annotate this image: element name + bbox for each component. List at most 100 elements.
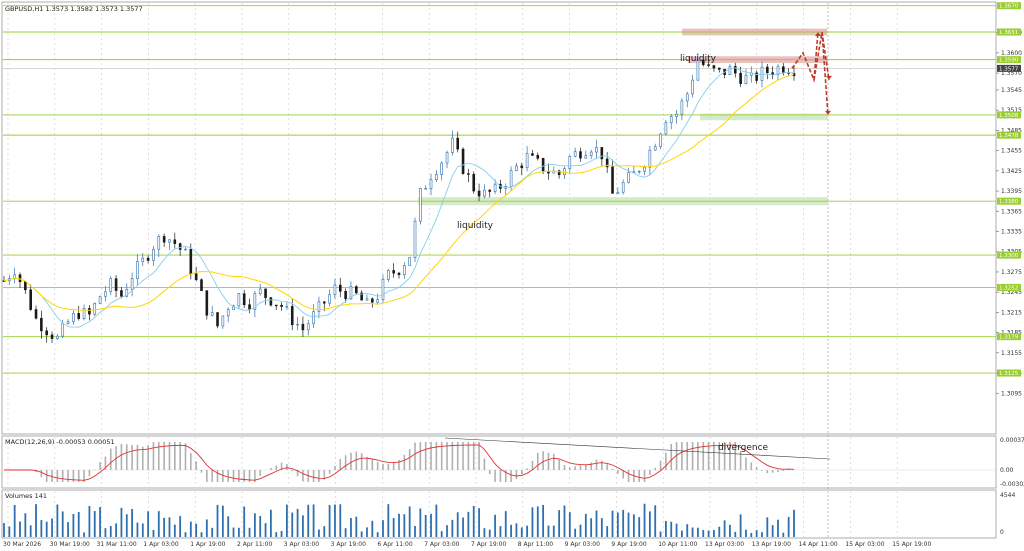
macd-bar <box>83 470 85 482</box>
candle-body <box>520 165 524 169</box>
time-tick-label: 7 Apr 19:00 <box>471 541 506 548</box>
macd-bar <box>243 470 246 482</box>
volume-bar <box>536 506 539 537</box>
macd-bar <box>56 470 59 482</box>
volume-bar <box>686 524 689 537</box>
volume-bar <box>664 520 667 537</box>
level-tag <box>997 369 1021 377</box>
candle-body <box>269 297 273 306</box>
volume-bar <box>627 512 630 537</box>
time-tick-label: 3 Apr 19:00 <box>331 541 366 548</box>
candle-body <box>152 248 155 261</box>
volume-bar <box>595 510 598 537</box>
volume-bar <box>259 515 262 537</box>
macd-bar <box>216 470 219 482</box>
macd-bar <box>462 442 464 470</box>
candle-body <box>440 162 444 175</box>
price-tick-label: 1.3155 <box>1001 350 1022 357</box>
candle-body <box>717 67 721 70</box>
volume-bars <box>3 503 795 537</box>
volume-tick-label: 0 <box>1000 529 1004 536</box>
macd-bar <box>344 455 347 470</box>
macd-bar <box>547 452 550 470</box>
volume-bar <box>600 518 603 537</box>
volume-bar <box>302 515 304 537</box>
level-tag-label: 1.3380 <box>999 199 1019 205</box>
macd-bar <box>339 458 342 470</box>
candle-body <box>664 122 668 135</box>
price-tick-label: 1.3275 <box>1001 269 1022 276</box>
macd-bar <box>750 462 753 470</box>
candle-body <box>381 279 385 300</box>
time-tick-label: 7 Apr 03:00 <box>424 541 459 548</box>
macd-bar <box>681 442 683 470</box>
volume-panel[interactable] <box>1 489 997 539</box>
candle-body <box>306 323 310 331</box>
volume-bar <box>392 518 395 537</box>
candle-body <box>648 149 652 168</box>
macd-bar <box>472 442 475 470</box>
macd-bar <box>718 442 721 470</box>
volume-bar <box>45 521 48 537</box>
volume-bar <box>729 524 731 537</box>
candle-body <box>98 295 102 304</box>
volume-bar <box>483 528 486 537</box>
macd-bar <box>131 445 133 470</box>
volume-bar <box>622 509 625 537</box>
candle-body <box>82 308 86 319</box>
volume-bar <box>654 505 657 537</box>
volume-bar <box>35 504 37 537</box>
volume-bar <box>205 519 208 537</box>
candle-body <box>216 312 219 327</box>
candle-body <box>467 173 470 175</box>
candle-body <box>280 304 283 307</box>
macd-bar <box>691 442 694 470</box>
macd-bar <box>40 470 43 478</box>
macd-bar <box>606 464 608 470</box>
volume-bar <box>414 525 416 537</box>
time-tick-label: 15 Apr 19:00 <box>892 541 931 548</box>
volume-bar <box>291 512 294 537</box>
candle-body <box>766 66 769 74</box>
macd-bar <box>478 442 480 470</box>
macd-bar <box>259 470 262 477</box>
macd-bar <box>552 453 555 470</box>
volume-bar <box>136 522 139 537</box>
macd-bar <box>328 470 331 474</box>
volume-bar <box>745 529 747 537</box>
volume-bar <box>29 525 32 537</box>
price-panel[interactable] <box>1 1 997 435</box>
candle-body <box>403 265 406 276</box>
macd-bar <box>515 470 518 480</box>
volume-bar <box>398 513 400 537</box>
volume-bar <box>195 523 198 537</box>
level-tag <box>997 197 1021 205</box>
volume-bar <box>462 517 464 537</box>
time-tick-label: 9 Apr 03:00 <box>565 541 600 548</box>
level-tag-label: 1.3252 <box>999 285 1018 291</box>
macd-bar <box>45 470 48 482</box>
volume-bar <box>606 526 609 537</box>
candle-body <box>637 170 641 173</box>
volume-bar <box>360 531 363 537</box>
arrow-head <box>825 110 831 115</box>
candle-body <box>685 93 689 102</box>
macd-bar <box>622 470 624 479</box>
candle-body <box>771 72 774 75</box>
candle-body <box>701 59 705 66</box>
macd-bar <box>355 451 358 470</box>
candle-body <box>605 158 609 168</box>
macd-bar <box>707 442 710 470</box>
volume-bar <box>632 514 635 537</box>
macd-bar <box>152 442 155 470</box>
macd-panel[interactable] <box>1 435 997 489</box>
candle-body <box>173 239 177 244</box>
macd-bar <box>195 461 197 470</box>
volume-bar <box>99 507 101 537</box>
candle-body <box>755 72 758 81</box>
time-tick-label: 10 Apr 11:00 <box>658 541 697 548</box>
time-tick-label: 30 Mar 2026 <box>3 541 41 548</box>
volume-bar <box>777 519 779 537</box>
time-tick-label: 8 Apr 11:00 <box>518 541 553 548</box>
